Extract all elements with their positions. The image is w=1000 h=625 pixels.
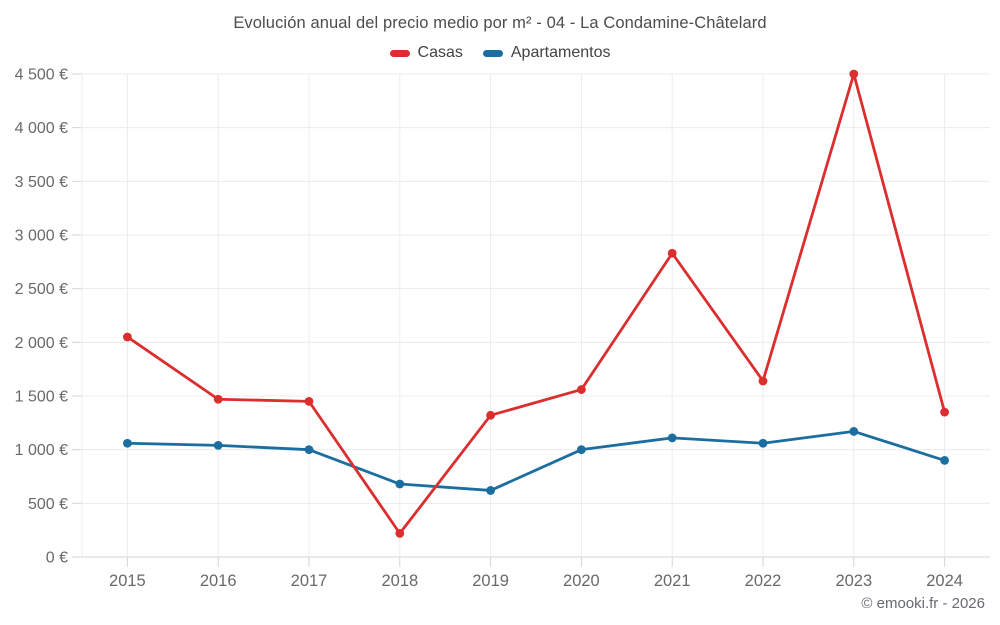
casas-point-2017[interactable] (304, 396, 314, 406)
x-tick-label: 2023 (835, 572, 872, 590)
x-tick-label: 2024 (926, 572, 963, 590)
casas-point-2023[interactable] (849, 69, 859, 79)
apartamentos-point-2022[interactable] (758, 438, 768, 448)
apartamentos-line (126, 430, 946, 492)
casas-point-2021[interactable] (667, 248, 677, 258)
casas-point-2022[interactable] (758, 376, 768, 386)
apartamentos-legend-swatch (482, 49, 503, 57)
apartamentos-point-2023[interactable] (849, 427, 859, 436)
y-tick-label: 2 000 € (15, 335, 68, 352)
apartamentos-point-2019[interactable] (486, 486, 495, 495)
x-tick-label: 2018 (381, 572, 418, 590)
y-tick-label: 1 000 € (15, 442, 68, 459)
casas-point-2020[interactable] (577, 385, 586, 394)
casas-point-2015[interactable] (123, 332, 132, 342)
legend-item-apartamentos[interactable]: Apartamentos (482, 44, 611, 62)
casas-line (126, 72, 946, 535)
apartamentos-point-2016[interactable] (213, 440, 223, 450)
y-tick-label: 0 € (46, 550, 68, 567)
y-tick-label: 1 500 € (15, 389, 68, 406)
y-tick-label: 3 000 € (15, 228, 68, 245)
chart-legend: Casas Apartamentos (0, 44, 1000, 62)
y-tick-label: 500 € (28, 496, 68, 513)
casas-point-2018[interactable] (395, 528, 405, 538)
copyright-note: © emooki.fr - 2026 (861, 595, 985, 612)
x-tick-label: 2019 (472, 572, 509, 590)
x-tick-label: 2017 (291, 572, 328, 590)
x-tick-label: 2015 (109, 572, 146, 590)
apartamentos-point-2017[interactable] (304, 445, 314, 455)
x-tick-label: 2022 (745, 572, 782, 590)
apartamentos-point-2020[interactable] (577, 445, 586, 455)
y-tick-label: 2 500 € (15, 281, 68, 298)
x-tick-label: 2020 (563, 572, 600, 590)
apartamentos-legend-label: Apartamentos (510, 44, 611, 61)
apartamentos-point-2018[interactable] (395, 479, 405, 489)
casas-point-2016[interactable] (213, 394, 223, 404)
apartamentos-point-2015[interactable] (123, 438, 132, 448)
x-tick-label: 2021 (654, 572, 691, 590)
apartamentos-point-2021[interactable] (667, 433, 677, 443)
casas-legend-swatch (389, 49, 410, 57)
x-tick-label: 2016 (200, 572, 237, 590)
apartamentos-point-2024[interactable] (940, 456, 949, 465)
casas-point-2024[interactable] (940, 407, 949, 417)
casas-legend-label: Casas (417, 44, 463, 61)
y-tick-label: 3 500 € (15, 174, 68, 191)
legend-item-casas[interactable]: Casas (389, 44, 463, 62)
y-tick-label: 4 500 € (15, 67, 68, 84)
casas-point-2019[interactable] (486, 410, 495, 420)
chart-title: Evolución anual del precio medio por m² … (233, 14, 767, 32)
y-tick-label: 4 000 € (15, 120, 68, 137)
